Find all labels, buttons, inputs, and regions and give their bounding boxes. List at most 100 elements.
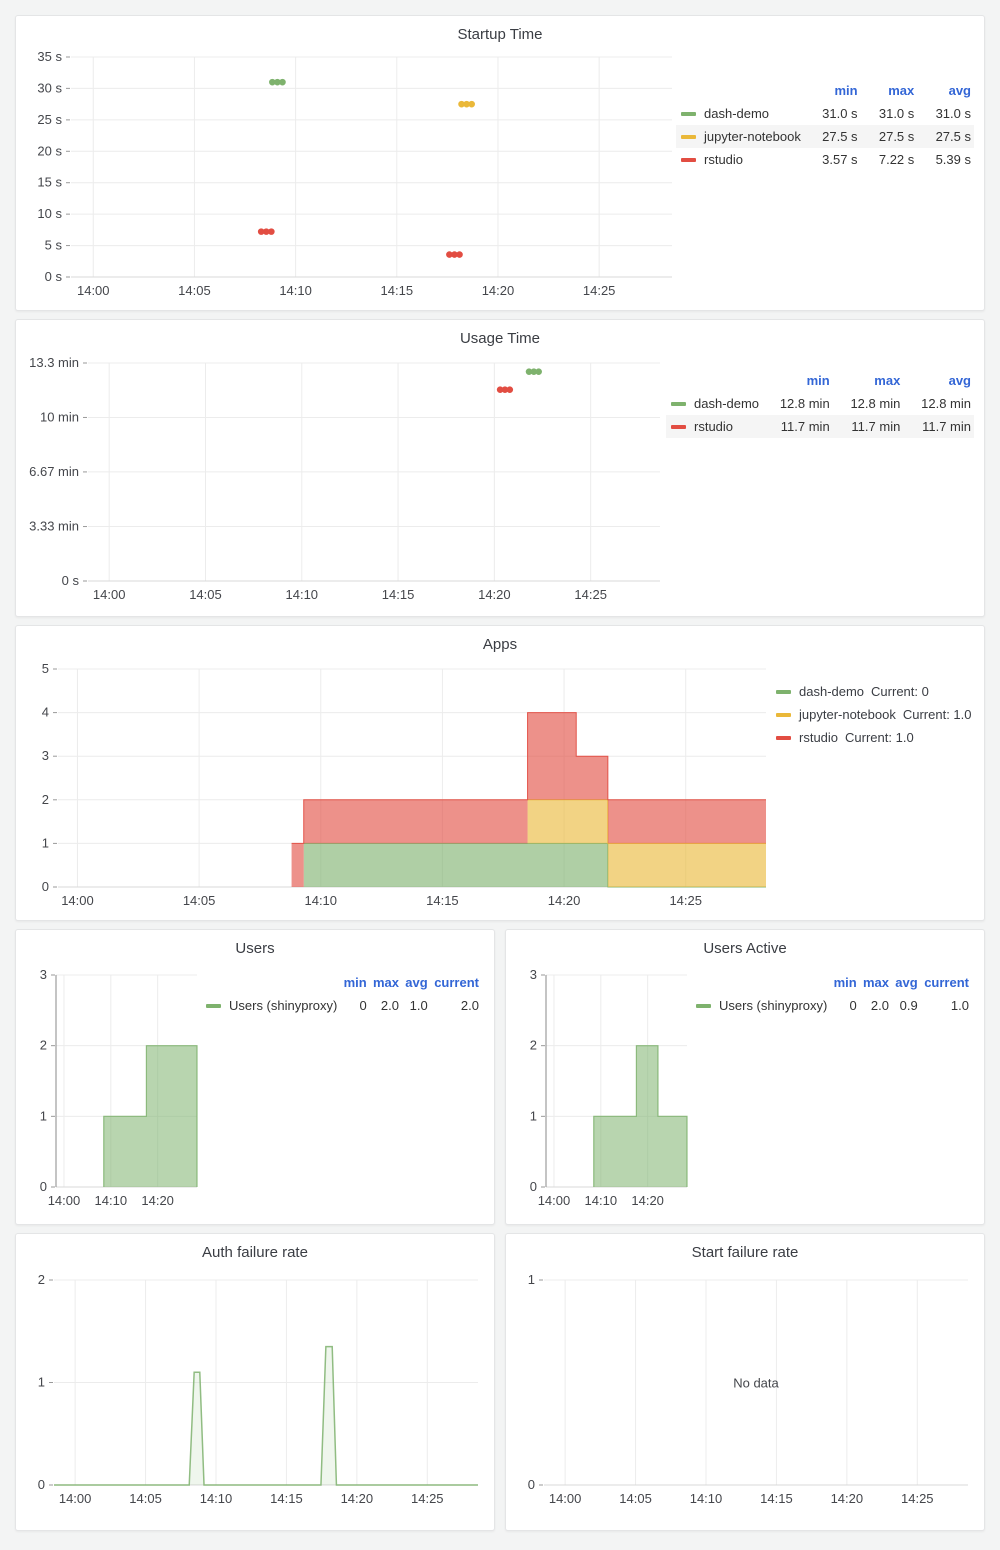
svg-text:2: 2 — [38, 1272, 45, 1287]
axis-labels: 14:00 14:05 14:10 14:15 14:20 14:25 0 1 2 — [38, 1272, 444, 1506]
legend-row-Users (shinyproxy)[interactable]: Users (shinyproxy) 0 2.0 1.0 2.0 — [201, 994, 482, 1017]
legend-value-current: 1.0 — [950, 998, 969, 1013]
legend-header-avg[interactable]: avg — [405, 975, 428, 990]
series-swatch — [776, 712, 791, 717]
legend-header-avg[interactable]: avg — [895, 975, 918, 990]
series-Users (shinyproxy) — [103, 1045, 198, 1187]
users-legend: min max avg current Users (shinyproxy) 0 2.0 1.… — [201, 971, 484, 1221]
legend-header-min[interactable]: min — [833, 975, 857, 990]
legend-row-rstudio[interactable]: rstudio 11.7 min 11.7 min 11.7 min — [666, 415, 974, 438]
svg-text:25 s: 25 s — [37, 112, 62, 127]
legend-header-min[interactable]: min — [806, 373, 830, 388]
legend-item-jupyter-notebook[interactable]: jupyter-notebook Current: 1.0 — [774, 704, 974, 725]
axis-labels: 14:00 14:05 14:10 14:15 14:20 14:25 0 s 5 s 10 s… — [37, 49, 615, 298]
series-swatch — [671, 401, 686, 406]
legend-value-max: 2.0 — [380, 998, 399, 1013]
svg-text:14:10: 14:10 — [585, 1193, 618, 1208]
legend-row-jupyter-notebook[interactable]: jupyter-notebook 27.5 s 27.5 s 27.5 s — [676, 125, 974, 148]
panel-title-startup-time[interactable]: Startup Time — [457, 26, 543, 43]
legend-header-max[interactable]: max — [888, 83, 915, 98]
svg-text:14:05: 14:05 — [178, 283, 211, 298]
users-active-chart[interactable]: 14:00 14:10 14:20 0 1 2 3 — [516, 959, 691, 1221]
legend-value-max: 2.0 — [870, 998, 889, 1013]
apps-chart[interactable]: 14:00 14:05 14:10 14:15 14:20 14:25 0 1 2 3 4 5 — [26, 655, 774, 917]
legend-item-dash-demo[interactable]: dash-demo Current: 0 — [774, 681, 974, 702]
legend-row-dash-demo[interactable]: dash-demo 12.8 min 12.8 min 12.8 min — [666, 392, 974, 415]
legend-header-spacer — [676, 79, 804, 102]
legend-header-max[interactable]: max — [862, 975, 889, 990]
legend-header-avg[interactable]: avg — [948, 83, 971, 98]
legend-header-max[interactable]: max — [372, 975, 399, 990]
legend-value-min: 0 — [359, 998, 367, 1013]
legend-value-avg: 11.7 min — [922, 419, 971, 434]
legend-value-current: 2.0 — [460, 998, 479, 1013]
svg-text:13.3 min: 13.3 min — [29, 355, 79, 370]
series-auth failures — [54, 1345, 478, 1486]
legend-row-rstudio[interactable]: rstudio 3.57 s 7.22 s 5.39 s — [676, 148, 974, 171]
panel-title-apps[interactable]: Apps — [482, 636, 518, 653]
panel-title-users[interactable]: Users — [235, 940, 275, 957]
panel-title-users-active[interactable]: Users Active — [703, 940, 787, 957]
svg-text:0: 0 — [528, 1477, 535, 1492]
legend-value-avg: 1.0 — [409, 998, 428, 1013]
usage-time-chart[interactable]: 14:00 14:05 14:10 14:15 14:20 14:25 0 s 3.33 mi… — [26, 349, 666, 607]
svg-text:1: 1 — [528, 1272, 535, 1287]
legend-value-min: 11.7 min — [780, 419, 830, 434]
panel-users: Users 14:00 14:10 14:20 0 1 2 3 min max avg curre… — [15, 929, 495, 1225]
legend-row-dash-demo[interactable]: dash-demo 31.0 s 31.0 s 31.0 s — [676, 102, 974, 125]
svg-text:1: 1 — [40, 1108, 47, 1123]
axis-labels: 14:00 14:05 14:10 14:15 14:20 14:25 0 s 3.33 mi… — [29, 355, 607, 602]
series-rstudio — [257, 228, 463, 258]
svg-text:2: 2 — [40, 1038, 47, 1053]
series-current-value: Current: 1.0 — [845, 730, 914, 745]
legend-header-min[interactable]: min — [343, 975, 367, 990]
legend-header-current[interactable]: current — [434, 975, 479, 990]
svg-text:14:20: 14:20 — [631, 1193, 664, 1208]
legend-header-avg[interactable]: avg — [948, 373, 971, 388]
svg-text:15 s: 15 s — [37, 175, 62, 190]
grid — [49, 1279, 478, 1486]
panel-title-auth-failure-rate[interactable]: Auth failure rate — [202, 1244, 308, 1261]
legend-item-rstudio[interactable]: rstudio Current: 1.0 — [774, 727, 974, 748]
series-swatch — [681, 134, 696, 139]
svg-text:14:00: 14:00 — [48, 1193, 81, 1208]
auth-failure-rate-chart[interactable]: 14:00 14:05 14:10 14:15 14:20 14:25 0 1 2 — [24, 1263, 486, 1519]
svg-text:0: 0 — [530, 1179, 537, 1194]
dashboard-row: Users 14:00 14:10 14:20 0 1 2 3 min max avg curre… — [15, 929, 985, 1225]
panel-apps: Apps 14:00 14:05 14:10 14:15 14:20 14:25 0 1 2 3 4… — [15, 625, 985, 921]
svg-text:14:20: 14:20 — [341, 1491, 374, 1506]
svg-text:3: 3 — [40, 967, 47, 982]
svg-text:0: 0 — [38, 1477, 45, 1492]
svg-text:4: 4 — [42, 705, 49, 720]
legend-value-min: 0 — [849, 998, 857, 1013]
legend-row-Users (shinyproxy)[interactable]: Users (shinyproxy) 0 2.0 0.9 1.0 — [691, 994, 972, 1017]
startup-time-chart[interactable]: 14:00 14:05 14:10 14:15 14:20 14:25 0 s 5 s 10 s… — [26, 45, 676, 305]
apps-legend: dash-demo Current: 0 jupyter-notebook Curre… — [774, 679, 974, 917]
svg-text:14:15: 14:15 — [270, 1491, 303, 1506]
svg-text:14:00: 14:00 — [93, 587, 126, 602]
svg-text:14:15: 14:15 — [381, 283, 414, 298]
series-swatch — [681, 157, 696, 162]
svg-text:14:05: 14:05 — [129, 1491, 162, 1506]
svg-text:14:25: 14:25 — [583, 283, 616, 298]
panel-title-start-failure-rate[interactable]: Start failure rate — [691, 1244, 799, 1261]
svg-text:14:25: 14:25 — [411, 1491, 444, 1506]
svg-text:1: 1 — [530, 1108, 537, 1123]
users-chart[interactable]: 14:00 14:10 14:20 0 1 2 3 — [26, 959, 201, 1221]
panel-auth-failure-rate: Auth failure rate 14:00 14:05 14:10 14:15 14… — [15, 1233, 495, 1531]
svg-text:14:00: 14:00 — [59, 1491, 92, 1506]
legend-header-current[interactable]: current — [924, 975, 969, 990]
series-name: rstudio — [704, 152, 744, 167]
legend-header-min[interactable]: min — [834, 83, 858, 98]
start-failure-rate-chart[interactable]: 14:00 14:05 14:10 14:15 14:20 14:25 0 1 No data — [514, 1263, 976, 1519]
legend-header-max[interactable]: max — [874, 373, 901, 388]
grid — [539, 1279, 968, 1486]
svg-text:30 s: 30 s — [37, 80, 62, 95]
series-jupyter-notebook — [458, 100, 475, 108]
legend-value-min: 12.8 min — [779, 396, 830, 411]
svg-text:10 s: 10 s — [37, 206, 62, 221]
svg-text:14:25: 14:25 — [901, 1491, 934, 1506]
panel-title-usage-time[interactable]: Usage Time — [459, 330, 541, 347]
legend-value-avg: 0.9 — [899, 998, 918, 1013]
dashboard-row: Auth failure rate 14:00 14:05 14:10 14:15 14… — [15, 1233, 985, 1531]
